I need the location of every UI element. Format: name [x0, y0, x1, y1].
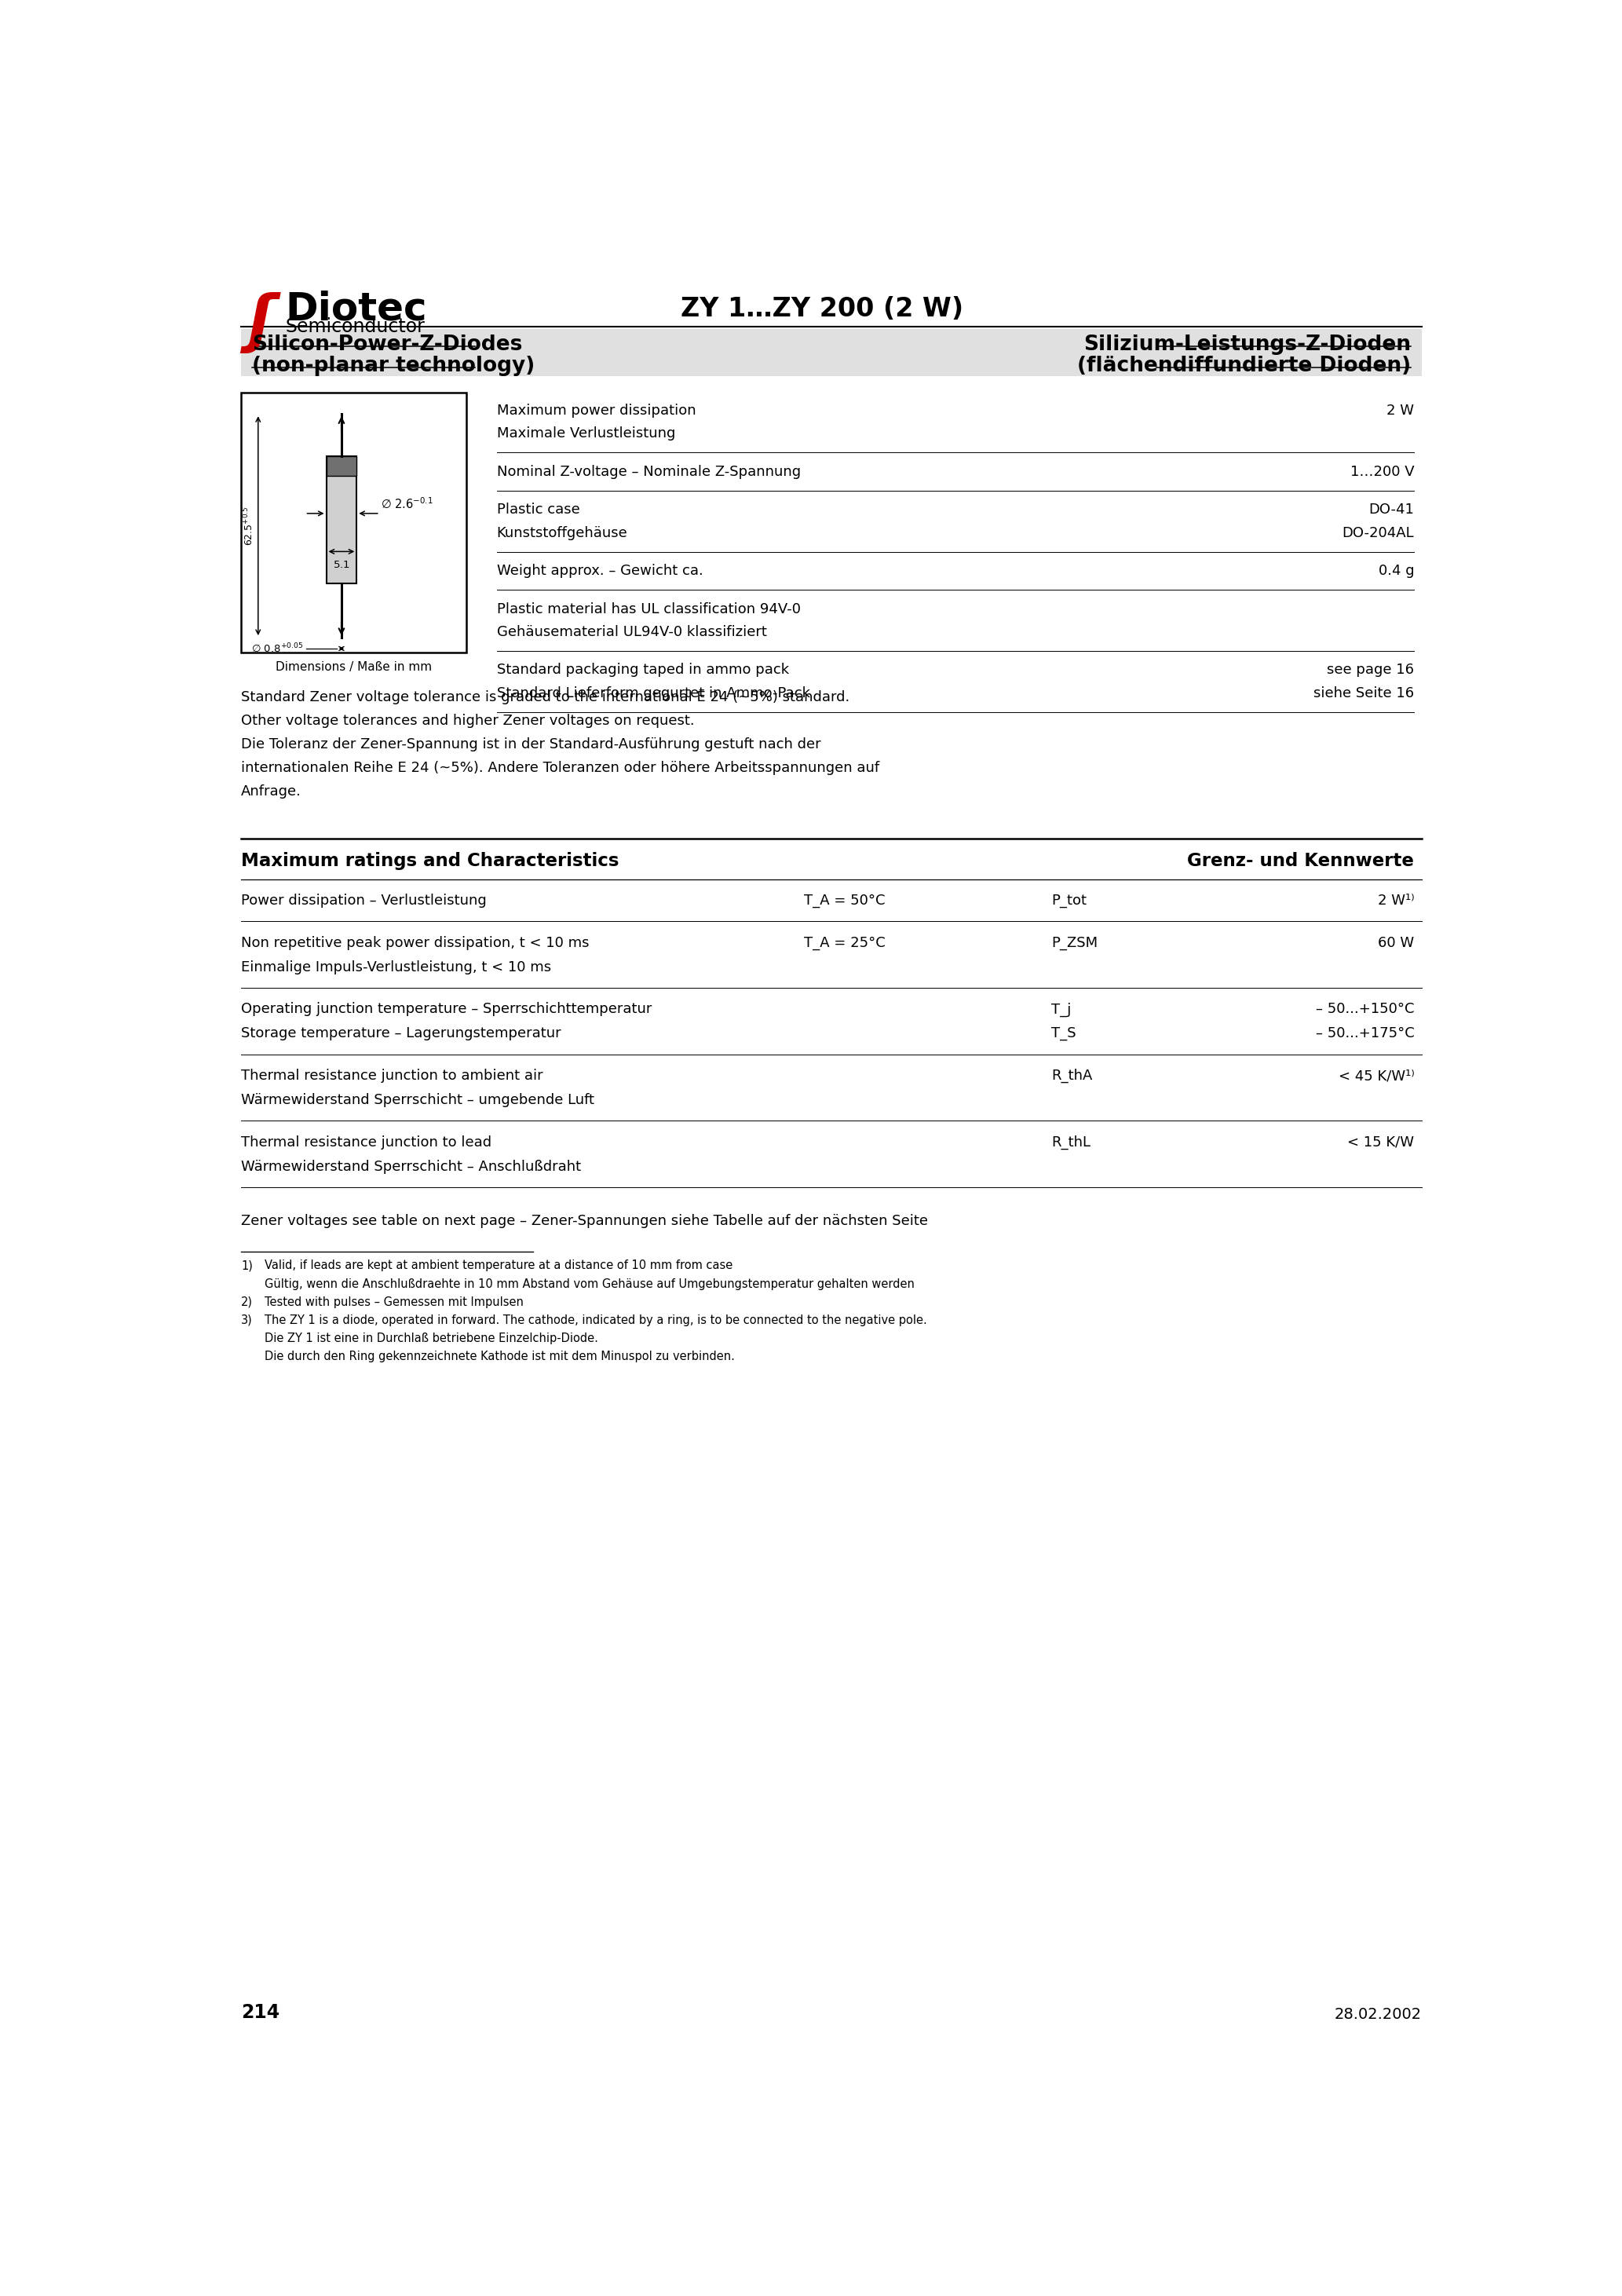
Text: $\varnothing\ 0.8^{+0.05}$: $\varnothing\ 0.8^{+0.05}$: [251, 643, 303, 654]
Text: Weight approx. – Gewicht ca.: Weight approx. – Gewicht ca.: [496, 565, 702, 579]
Bar: [242, 393, 466, 652]
Text: Gehäusematerial UL94V-0 klassifiziert: Gehäusematerial UL94V-0 klassifiziert: [496, 625, 767, 638]
Text: Standard Zener voltage tolerance is graded to the international E 24 (~5%) stand: Standard Zener voltage tolerance is grad…: [242, 691, 850, 705]
Text: Non repetitive peak power dissipation, t < 10 ms: Non repetitive peak power dissipation, t…: [242, 937, 589, 951]
Text: R_thA: R_thA: [1051, 1068, 1092, 1084]
Text: 28.02.2002: 28.02.2002: [1335, 2007, 1421, 2023]
Text: – 50...+150°C: – 50...+150°C: [1315, 1003, 1414, 1017]
Text: Plastic material has UL classification 94V-0: Plastic material has UL classification 9…: [496, 602, 801, 615]
Text: ZY 1…ZY 200 (2 W): ZY 1…ZY 200 (2 W): [681, 296, 963, 321]
Text: T_A = 25°C: T_A = 25°C: [803, 937, 886, 951]
Text: Zener voltages see table on next page – Zener-Spannungen siehe Tabelle auf der n: Zener voltages see table on next page – …: [242, 1215, 928, 1228]
Text: Grenz- und Kennwerte: Grenz- und Kennwerte: [1187, 852, 1414, 870]
Bar: [326, 457, 357, 583]
Text: Diotec: Diotec: [285, 289, 427, 328]
Text: Maximale Verlustleistung: Maximale Verlustleistung: [496, 427, 675, 441]
Text: < 45 K/W¹⁾: < 45 K/W¹⁾: [1338, 1068, 1414, 1084]
Text: Die Toleranz der Zener-Spannung ist in der Standard-Ausführung gestuft nach der: Die Toleranz der Zener-Spannung ist in d…: [242, 737, 821, 751]
Text: Operating junction temperature – Sperrschichttemperatur: Operating junction temperature – Sperrsc…: [242, 1003, 652, 1017]
Text: The ZY 1 is a diode, operated in forward. The cathode, indicated by a ring, is t: The ZY 1 is a diode, operated in forward…: [264, 1313, 926, 1327]
Text: Dimensions / Maße in mm: Dimensions / Maße in mm: [276, 661, 431, 673]
Text: Thermal resistance junction to lead: Thermal resistance junction to lead: [242, 1134, 491, 1150]
Text: 2): 2): [242, 1297, 253, 1309]
Text: 214: 214: [242, 2002, 279, 2023]
Bar: [242, 328, 1421, 377]
Bar: [326, 457, 357, 475]
Text: (non-planar technology): (non-planar technology): [251, 356, 535, 377]
Text: P_ZSM: P_ZSM: [1051, 937, 1098, 951]
Text: Wärmewiderstand Sperrschicht – Anschlußdraht: Wärmewiderstand Sperrschicht – Anschlußd…: [242, 1159, 581, 1173]
Text: (flächendiffundierte Dioden): (flächendiffundierte Dioden): [1077, 356, 1411, 377]
Text: internationalen Reihe E 24 (~5%). Andere Toleranzen oder höhere Arbeitsspannunge: internationalen Reihe E 24 (~5%). Andere…: [242, 760, 879, 776]
Text: P_tot: P_tot: [1051, 893, 1087, 907]
Text: Einmalige Impuls-Verlustleistung, t < 10 ms: Einmalige Impuls-Verlustleistung, t < 10…: [242, 960, 551, 974]
Text: DO-41: DO-41: [1369, 503, 1414, 517]
Text: 2 W¹⁾: 2 W¹⁾: [1377, 893, 1414, 907]
Text: R_thL: R_thL: [1051, 1134, 1090, 1150]
Text: Power dissipation – Verlustleistung: Power dissipation – Verlustleistung: [242, 893, 487, 907]
Text: – 50...+175°C: – 50...+175°C: [1315, 1026, 1414, 1040]
Text: Wärmewiderstand Sperrschicht – umgebende Luft: Wärmewiderstand Sperrschicht – umgebende…: [242, 1093, 594, 1107]
Text: DO-204AL: DO-204AL: [1343, 526, 1414, 540]
Text: Die durch den Ring gekennzeichnete Kathode ist mit dem Minuspol zu verbinden.: Die durch den Ring gekennzeichnete Katho…: [264, 1350, 735, 1362]
Text: 60 W: 60 W: [1379, 937, 1414, 951]
Text: Gültig, wenn die Anschlußdraehte in 10 mm Abstand vom Gehäuse auf Umgebungstempe: Gültig, wenn die Anschlußdraehte in 10 m…: [264, 1279, 915, 1290]
Text: Valid, if leads are kept at ambient temperature at a distance of 10 mm from case: Valid, if leads are kept at ambient temp…: [264, 1261, 732, 1272]
Text: 1…200 V: 1…200 V: [1350, 464, 1414, 480]
Text: Anfrage.: Anfrage.: [242, 785, 302, 799]
Text: Maximum ratings and Characteristics: Maximum ratings and Characteristics: [242, 852, 620, 870]
Text: 2 W: 2 W: [1387, 404, 1414, 418]
Text: Thermal resistance junction to ambient air: Thermal resistance junction to ambient a…: [242, 1068, 543, 1084]
Text: Semiconductor: Semiconductor: [285, 317, 425, 335]
Text: Storage temperature – Lagerungstemperatur: Storage temperature – Lagerungstemperatu…: [242, 1026, 561, 1040]
Text: T_j: T_j: [1051, 1003, 1071, 1017]
Text: Nominal Z-voltage – Nominale Z-Spannung: Nominal Z-voltage – Nominale Z-Spannung: [496, 464, 801, 480]
Text: Kunststoffgehäuse: Kunststoffgehäuse: [496, 526, 628, 540]
Text: Other voltage tolerances and higher Zener voltages on request.: Other voltage tolerances and higher Zene…: [242, 714, 694, 728]
Text: $\varnothing$ 2.6$^{-0.1}$: $\varnothing$ 2.6$^{-0.1}$: [381, 496, 433, 512]
Text: Plastic case: Plastic case: [496, 503, 579, 517]
Text: T_S: T_S: [1051, 1026, 1075, 1040]
Text: Tested with pulses – Gemessen mit Impulsen: Tested with pulses – Gemessen mit Impuls…: [264, 1297, 524, 1309]
Text: Standard packaging taped in ammo pack: Standard packaging taped in ammo pack: [496, 664, 788, 677]
Text: Silizium-Leistungs-Z-Dioden: Silizium-Leistungs-Z-Dioden: [1083, 335, 1411, 356]
Text: see page 16: see page 16: [1327, 664, 1414, 677]
Text: Die ZY 1 ist eine in Durchlaß betriebene Einzelchip-Diode.: Die ZY 1 ist eine in Durchlaß betriebene…: [264, 1332, 599, 1343]
Text: 0.4 g: 0.4 g: [1379, 565, 1414, 579]
Text: ʃ: ʃ: [247, 292, 274, 354]
Text: $62.5^{+0.5}$: $62.5^{+0.5}$: [243, 505, 256, 546]
Text: < 15 K/W: < 15 K/W: [1348, 1134, 1414, 1150]
Text: 3): 3): [242, 1313, 253, 1327]
Text: T_A = 50°C: T_A = 50°C: [803, 893, 886, 907]
Text: 1): 1): [242, 1261, 253, 1272]
Text: $5.1$: $5.1$: [333, 560, 350, 569]
Text: Maximum power dissipation: Maximum power dissipation: [496, 404, 696, 418]
Text: Silicon-Power-Z-Diodes: Silicon-Power-Z-Diodes: [251, 335, 522, 356]
Text: siehe Seite 16: siehe Seite 16: [1314, 687, 1414, 700]
Text: Standard Lieferform gegurtet in Ammo-Pack: Standard Lieferform gegurtet in Ammo-Pac…: [496, 687, 809, 700]
